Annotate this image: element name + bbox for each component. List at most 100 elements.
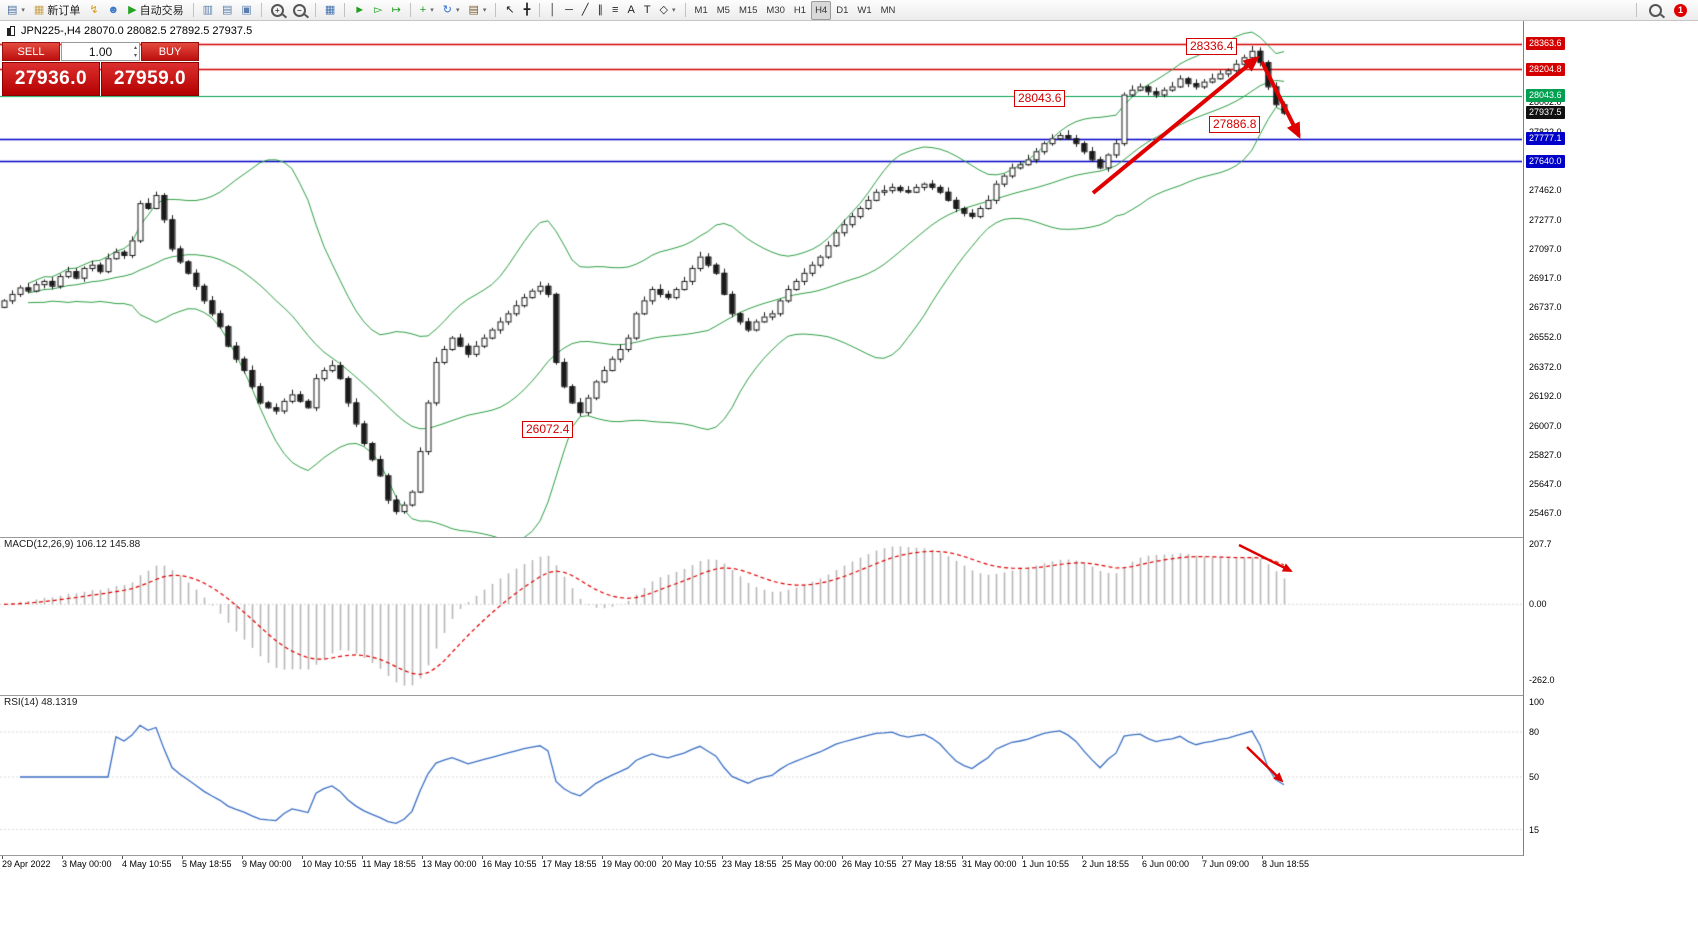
tile-horizontal-icon[interactable]: ▤ [218, 1, 236, 20]
time-axis-tick [182, 856, 183, 859]
price-label[interactable]: 28336.4 [1186, 38, 1238, 55]
time-axis-tick [782, 856, 783, 859]
timeframe-m1[interactable]: M1 [691, 1, 712, 20]
dropdown-caret-icon: ▾ [21, 7, 25, 14]
autotrade-button[interactable]: ▶ 自动交易 [124, 1, 187, 20]
dropdown-caret-icon: ▾ [455, 7, 460, 14]
trendline-icon[interactable]: ╱ [578, 1, 593, 20]
time-axis[interactable]: 29 Apr 2022 3 May 00:00 4 May 10:55 5 May 1… [0, 856, 1523, 872]
tile-windows-icon[interactable]: ▦ [321, 1, 339, 20]
timeframe-h4[interactable]: H4 [811, 0, 832, 20]
time-axis-label: 1 Jun 10:55 [1022, 859, 1070, 869]
search-button[interactable] [1645, 1, 1666, 20]
price-label[interactable]: 26072.4 [522, 421, 574, 438]
timeframe-h1[interactable]: H1 [790, 1, 810, 20]
rsi-panel-separator[interactable] [0, 695, 1573, 696]
time-axis-label: 27 May 18:55 [902, 859, 957, 869]
horizontal-line-icon[interactable]: ─ [561, 1, 577, 20]
time-axis-label: 8 Jun 18:55 [1262, 859, 1310, 869]
timeframe-m15[interactable]: M15 [735, 1, 761, 20]
sell-button[interactable]: SELL [2, 42, 60, 61]
price-chart-canvas[interactable] [0, 20, 1522, 537]
price-label[interactable]: 28043.6 [1014, 90, 1066, 107]
time-axis-label: 16 May 10:55 [482, 859, 537, 869]
fibonacci-icon[interactable]: ≡ [608, 1, 622, 20]
price-axis-badge: 28043.6 [1526, 89, 1565, 103]
new-chart-button[interactable]: ▤ ▾ [3, 1, 29, 20]
crosshair-icon[interactable]: ╋ [520, 1, 535, 20]
step-forward-icon[interactable]: ↦ [388, 1, 405, 20]
notifications-button[interactable]: 1 [1670, 1, 1691, 20]
price-label[interactable]: 27886.8 [1209, 116, 1261, 133]
sell-price[interactable]: 27936.0 [2, 62, 100, 96]
timeframe-mn[interactable]: MN [877, 1, 900, 20]
tile-vertical-icon[interactable]: ▥ [199, 1, 217, 20]
zoom-in-icon[interactable]: + [267, 1, 288, 20]
timeframe-w1[interactable]: W1 [853, 1, 875, 20]
equidistant-channel-icon[interactable]: ∥ [594, 1, 608, 20]
time-axis-label: 2 Jun 18:55 [1082, 859, 1130, 869]
indicators-button[interactable]: + ▾ [416, 1, 438, 20]
volume-input[interactable]: 1.00 ▴ ▾ [61, 42, 140, 61]
price-axis-tick: 26007.0 [1529, 420, 1562, 431]
time-axis-label: 20 May 10:55 [662, 859, 717, 869]
time-axis-tick [302, 856, 303, 859]
rsi-name: RSI(14) [4, 697, 39, 708]
time-axis-label: 17 May 18:55 [542, 859, 597, 869]
macd-panel-separator[interactable] [0, 537, 1573, 538]
tile-horizontal-icon-glyph: ▤ [222, 3, 233, 16]
timeframe-d1[interactable]: D1 [832, 1, 852, 20]
templates-button[interactable]: ▤ ▾ [464, 1, 490, 20]
cursor-icon[interactable]: ↖ [501, 1, 518, 20]
macd-panel-canvas[interactable] [0, 538, 1522, 694]
buy-button[interactable]: BUY [141, 42, 199, 61]
label-icon[interactable]: T [640, 1, 655, 20]
cascade-windows-icon[interactable]: ▣ [237, 1, 255, 20]
new-order-button[interactable]: ▦ 新订单 [30, 1, 84, 20]
rsi-axis-tick: 50 [1529, 772, 1540, 782]
auto-scroll-icon[interactable]: ► [350, 1, 369, 20]
zoom-out-icon-glyph: − [292, 3, 306, 17]
mql5-community-icon[interactable]: ↯ [85, 1, 102, 20]
timeframe-m5-label: M5 [716, 4, 730, 16]
price-axis-tick: 27462.0 [1529, 184, 1562, 195]
toolbar-separator [314, 3, 316, 17]
text-icon[interactable]: A [623, 1, 638, 20]
shapes-button[interactable]: ◇ ▾ [656, 1, 680, 20]
time-axis-tick [482, 856, 483, 859]
dropdown-caret-icon: ▾ [430, 7, 434, 14]
macd-axis-tick: 207.7 [1529, 539, 1552, 550]
chart-shift-icon[interactable]: ▻ [370, 1, 386, 20]
rsi-value: 48.1319 [41, 697, 78, 708]
price-axis-tick: 28002.0 [1529, 97, 1562, 108]
vertical-line-icon[interactable]: │ [545, 1, 560, 20]
new-chart-button-glyph: ▤ [7, 3, 18, 16]
time-axis-tick [842, 856, 843, 859]
rsi-panel-canvas[interactable] [0, 696, 1522, 854]
toolbar-separator [539, 3, 541, 17]
timeframe-w1-label: W1 [857, 4, 872, 16]
timeframe-m1-label: M1 [694, 4, 708, 16]
price-axis-tick: 26372.0 [1529, 361, 1562, 372]
volume-spinner[interactable]: ▴ ▾ [133, 45, 137, 59]
price-axis-tick: 25827.0 [1529, 449, 1562, 460]
time-axis-tick [1022, 856, 1023, 859]
periods-button[interactable]: ↻ ▾ [439, 1, 464, 20]
toolbar-right: 1 [1632, 1, 1695, 20]
macd-values: 106.12 145.88 [76, 539, 141, 550]
market-icon[interactable]: ☻ [104, 1, 124, 20]
buy-price[interactable]: 27959.0 [101, 62, 199, 96]
macd-label: MACD(12,26,9) 106.12 145.88 [4, 539, 140, 550]
zoom-out-icon[interactable]: − [289, 1, 310, 20]
time-axis-tick [62, 856, 63, 859]
price-axis[interactable]: 28002.0 27822.0 27462.0 27277.0 27097.0 26917… [1523, 20, 1578, 856]
timeframe-m30[interactable]: M30 [762, 1, 788, 20]
price-axis-tick: 26917.0 [1529, 273, 1562, 284]
timeframe-m5[interactable]: M5 [713, 1, 734, 20]
time-axis-tick [722, 856, 723, 859]
zoom-in-icon-glyph: + [270, 3, 284, 17]
rsi-axis-tick: 80 [1529, 727, 1540, 737]
price-axis-tick: 27822.0 [1529, 127, 1562, 137]
time-axis-label: 7 Jun 09:00 [1202, 859, 1250, 869]
